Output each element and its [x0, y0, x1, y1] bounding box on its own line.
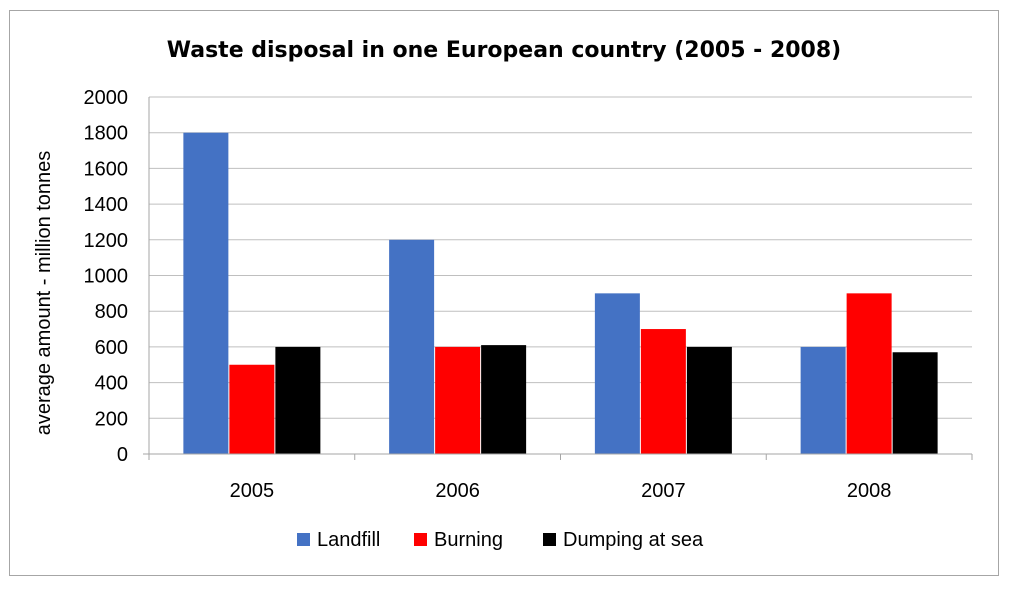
y-tick-label: 200 — [95, 408, 128, 430]
bar-dumping-at-sea-2008 — [892, 352, 938, 454]
x-tick-label: 2006 — [435, 480, 480, 502]
legend-item: Burning — [414, 529, 503, 551]
y-tick-label: 2000 — [84, 87, 129, 109]
bar-dumping-at-sea-2006 — [481, 345, 527, 454]
chart-frame — [9, 10, 999, 576]
y-tick-label: 0 — [117, 444, 128, 466]
y-axis-label: average amount - million tonnes — [33, 151, 55, 436]
x-tick-label: 2005 — [230, 480, 275, 502]
bar-dumping-at-sea-2005 — [275, 346, 321, 454]
bar-dumping-at-sea-2007 — [686, 346, 732, 454]
y-tick-label: 1600 — [84, 158, 129, 180]
bar-burning-2007 — [640, 329, 686, 454]
bar-landfill-2008 — [800, 346, 846, 454]
chart-title: Waste disposal in one European country (… — [167, 38, 841, 63]
bar-burning-2008 — [846, 293, 892, 454]
y-tick-label: 1200 — [84, 230, 129, 252]
legend-swatch — [543, 533, 556, 546]
y-tick-labels: 0 200 400 600 800 1000 1200 1400 1600 1800 2000 — [84, 87, 129, 466]
bars — [183, 132, 938, 454]
bar-burning-2006 — [435, 346, 481, 454]
y-tick-label: 1800 — [84, 123, 129, 145]
legend: Landfill Burning Dumping at sea — [297, 529, 704, 551]
legend-label: Landfill — [317, 529, 380, 551]
bar-landfill-2005 — [183, 132, 229, 454]
bar-landfill-2007 — [594, 293, 640, 454]
x-tick-labels: 2005 2006 2007 2008 — [230, 480, 892, 502]
legend-swatch — [414, 533, 427, 546]
y-tick-label: 800 — [95, 301, 128, 323]
bar-burning-2005 — [229, 364, 275, 454]
y-tick-label: 400 — [95, 373, 128, 395]
y-tick-label: 1400 — [84, 194, 129, 216]
x-tick-label: 2007 — [641, 480, 686, 502]
legend-item: Dumping at sea — [543, 529, 704, 551]
legend-label: Dumping at sea — [563, 529, 704, 551]
legend-item: Landfill — [297, 529, 380, 551]
axes — [143, 97, 973, 460]
legend-swatch — [297, 533, 310, 546]
bar-landfill-2006 — [389, 239, 435, 454]
y-tick-label: 1000 — [84, 266, 129, 288]
y-tick-label: 600 — [95, 337, 128, 359]
legend-label: Burning — [434, 529, 503, 551]
x-tick-label: 2008 — [847, 480, 892, 502]
